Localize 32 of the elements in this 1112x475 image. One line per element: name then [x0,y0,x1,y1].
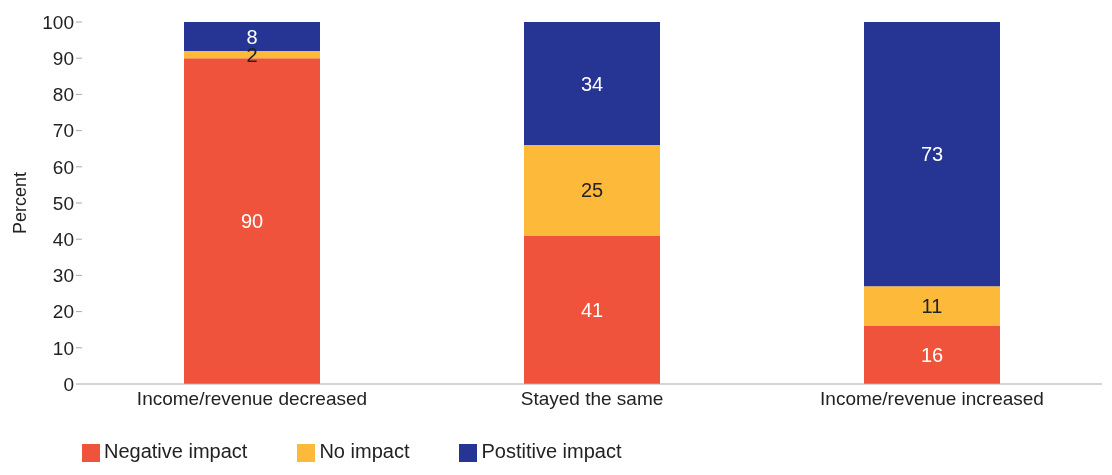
x-tick-label: Income/revenue decreased [136,388,368,410]
y-tick-label: 20 [52,301,74,323]
data-label: 11 [921,295,943,318]
y-tick-label: 80 [52,84,74,106]
y-tick-label: 40 [52,228,74,250]
legend-label: Negative impact [104,440,248,462]
data-label: 73 [920,143,944,166]
y-tick-label: 0 [63,373,74,395]
y-tick-label: 50 [52,192,74,214]
y-tick-label: 70 [52,120,74,142]
y-tick-label: 10 [52,337,74,359]
data-label: 25 [580,179,604,202]
y-tick-label: 60 [52,156,74,178]
data-label: 8 [246,25,258,48]
y-axis-title: Percent [10,171,31,235]
y-tick-label: 30 [52,265,74,287]
bar [864,326,1000,384]
y-tick-label: 100 [42,11,74,33]
y-tick-label: 90 [52,47,74,69]
data-label: 16 [920,344,944,367]
data-label: 90 [240,210,264,233]
bar [864,286,1000,327]
data-label: 34 [580,72,604,95]
bar [524,145,660,236]
bar [524,22,660,146]
bar [524,235,660,384]
data-label: 41 [580,298,604,321]
x-tick-label: Income/revenue increased [820,388,1044,410]
bar [864,22,1000,287]
legend-label: No impact [319,440,410,462]
x-tick-label: Stayed the same [520,388,664,410]
legend-label: Postitive impact [481,440,622,462]
